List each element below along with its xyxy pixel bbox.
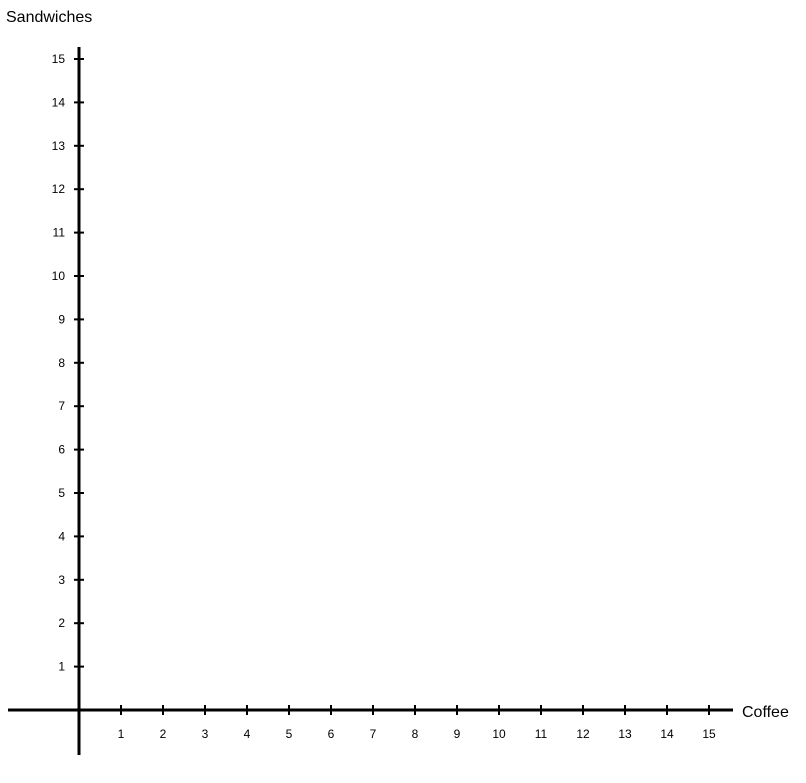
x-tick-label: 9 (454, 727, 461, 741)
y-tick-label: 1 (58, 660, 65, 674)
y-tick-label: 10 (52, 269, 66, 283)
x-tick-label: 7 (370, 727, 377, 741)
y-tick-label: 8 (58, 356, 65, 370)
x-tick-label: 5 (286, 727, 293, 741)
x-tick-label: 11 (535, 727, 548, 741)
y-tick-label: 5 (58, 486, 65, 500)
axes (8, 47, 733, 755)
y-tick-label: 14 (52, 95, 66, 109)
x-tick-label: 2 (160, 727, 167, 741)
x-tick-label: 10 (492, 727, 506, 741)
x-tick-label: 15 (702, 727, 716, 741)
x-tick-label: 14 (660, 727, 674, 741)
y-tick-label: 13 (52, 139, 66, 153)
y-tick-label: 3 (58, 573, 65, 587)
x-tick-label: 3 (202, 727, 209, 741)
y-tick-label: 12 (52, 182, 66, 196)
y-tick-label: 11 (53, 226, 66, 240)
y-tick-label: 9 (58, 312, 65, 326)
y-tick-label: 2 (58, 616, 65, 630)
y-axis-title: Sandwiches (6, 9, 92, 26)
y-tick-label: 7 (58, 399, 65, 413)
x-tick-label: 4 (244, 727, 251, 741)
x-tick-label: 13 (618, 727, 632, 741)
x-tick-label: 12 (576, 727, 590, 741)
x-tick-label: 8 (412, 727, 419, 741)
x-ticks: 1 2 3 4 5 6 7 8 9 10 11 12 13 14 15 (118, 705, 716, 741)
x-tick-label: 1 (118, 727, 125, 741)
x-tick-label: 6 (328, 727, 335, 741)
y-tick-label: 15 (52, 52, 66, 66)
y-tick-label: 6 (58, 443, 65, 457)
y-tick-label: 4 (58, 529, 65, 543)
x-axis-title: Coffee (742, 704, 789, 721)
